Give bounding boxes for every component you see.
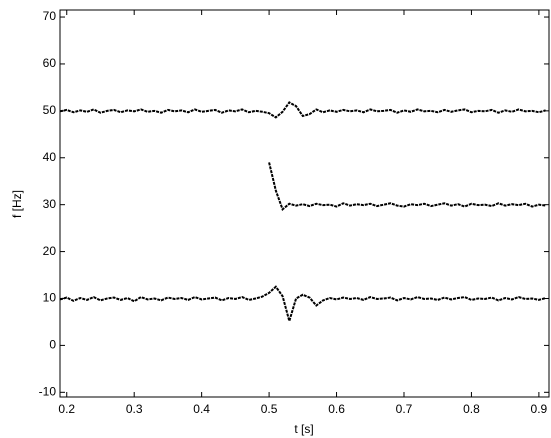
x-tick-label: 0.8 (463, 402, 480, 416)
y-tick-label: 0 (49, 338, 56, 352)
plot-frame (59, 9, 550, 398)
y-tick-label: 20 (43, 244, 57, 258)
y-tick-label: -10 (39, 384, 57, 398)
series-line (268, 162, 546, 212)
x-tick-label: 0.5 (261, 402, 278, 416)
y-tick-label: 50 (43, 103, 57, 117)
y-tick-label: 10 (43, 291, 57, 305)
x-tick-label: 0.2 (58, 402, 75, 416)
series-line (59, 101, 546, 119)
x-tick-label: 0.3 (126, 402, 143, 416)
x-tick-label: 0.6 (328, 402, 345, 416)
y-axis-label: f [Hz] (10, 190, 24, 218)
x-axis-label: t [s] (294, 422, 313, 436)
y-tick-label: 60 (43, 56, 57, 70)
y-tick-label: 40 (43, 150, 57, 164)
x-tick-label: 0.7 (396, 402, 413, 416)
y-tick-label: 70 (43, 9, 57, 23)
x-tick-label: 0.4 (193, 402, 210, 416)
y-tick-label: 30 (43, 197, 57, 211)
x-tick-label: 0.9 (531, 402, 548, 416)
series-line (59, 285, 546, 325)
